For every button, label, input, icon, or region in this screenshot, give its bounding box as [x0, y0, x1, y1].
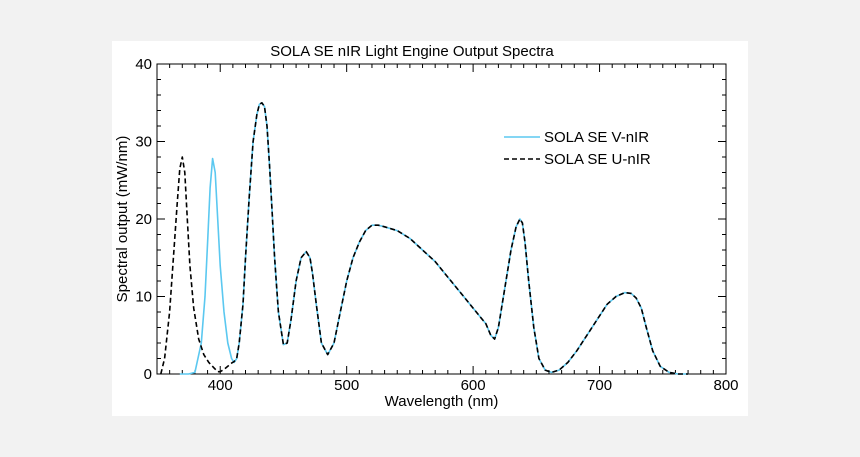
plot-frame: [156, 63, 727, 375]
legend: SOLA SE V-nIR SOLA SE U-nIR: [504, 129, 651, 168]
figure-panel: SOLA SE nIR Light Engine Output Spectra …: [112, 41, 748, 416]
series-layer: [160, 102, 689, 375]
x-tick-label: 700: [587, 377, 612, 394]
series-line-v-nir: [179, 102, 689, 375]
plot-area: [156, 63, 727, 375]
y-tick-label: 30: [135, 134, 152, 151]
legend-label: SOLA SE U-nIR: [544, 151, 651, 168]
x-tick-label: 800: [713, 377, 738, 394]
x-tick-label: 400: [208, 377, 233, 394]
y-tick-label: 40: [135, 56, 152, 73]
y-tick-label: 20: [135, 211, 152, 228]
x-axis: 400 500 600 700 800: [169, 64, 739, 394]
x-axis-label: Wavelength (nm): [385, 393, 499, 410]
y-axis-label: Spectral output (mW/nm): [114, 136, 131, 303]
series-line-u-nir: [160, 102, 689, 375]
x-tick-label: 600: [461, 377, 486, 394]
legend-label: SOLA SE V-nIR: [544, 129, 649, 146]
x-tick-label: 500: [334, 377, 359, 394]
y-tick-label: 0: [144, 366, 152, 383]
y-tick-label: 10: [135, 289, 152, 306]
y-axis: 0 10 20 30 40: [135, 56, 726, 383]
chart-title: SOLA SE nIR Light Engine Output Spectra: [270, 43, 554, 60]
spectra-chart: SOLA SE nIR Light Engine Output Spectra …: [114, 43, 739, 410]
